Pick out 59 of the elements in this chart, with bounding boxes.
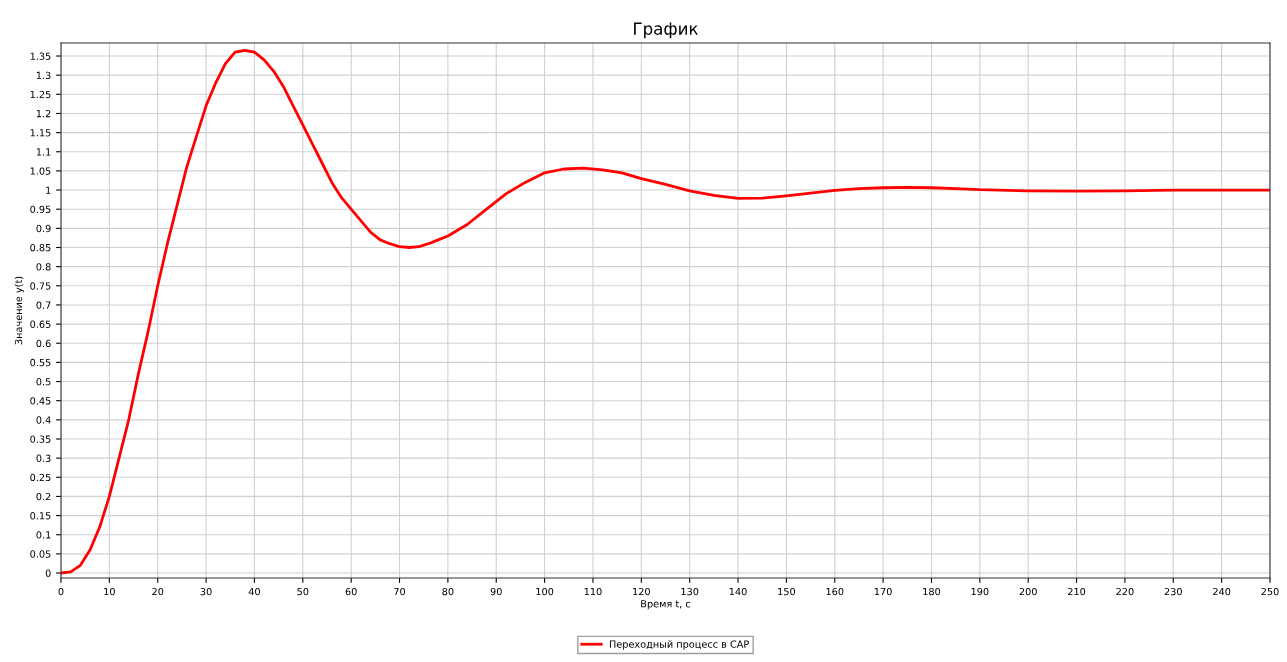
y-tick-label: 0.15 (30, 512, 51, 520)
y-tick-label: 1.25 (30, 90, 51, 99)
x-tick-label: 190 (971, 587, 989, 596)
y-tick-label: 0.75 (30, 282, 51, 290)
y-tick-label: 0.65 (30, 320, 51, 328)
y-tick-label: 1.2 (36, 109, 51, 118)
y-tick-label: 1.15 (30, 129, 51, 137)
y-tick-label: 0.95 (30, 205, 51, 214)
y-tick-label: 0.8 (36, 263, 51, 271)
y-tick-label: 0.4 (36, 416, 51, 424)
x-tick-label: 170 (874, 587, 892, 596)
x-tick-label: 160 (826, 587, 844, 596)
y-axis-title: Значение y(t) (14, 276, 25, 345)
y-tick-label: 0.25 (30, 473, 51, 482)
x-tick-label: 130 (681, 587, 699, 596)
x-tick-label: 10 (104, 587, 115, 596)
y-tick-label: 0.55 (30, 358, 51, 367)
y-tick-label: 0.85 (30, 243, 51, 252)
x-tick-label: 70 (394, 587, 406, 596)
x-tick-label: 80 (442, 587, 454, 596)
x-tick-label: 200 (1019, 587, 1037, 596)
chart-title: График (634, 22, 698, 39)
x-tick-label: 210 (1067, 587, 1086, 596)
legend-label: Переходный процесс в САР (609, 640, 749, 650)
x-tick-label: 90 (490, 587, 502, 596)
x-tick-label: 110 (584, 587, 602, 596)
y-tick-label: 0.05 (30, 550, 51, 558)
y-tick-label: 0.1 (36, 531, 51, 539)
y-tick-label: 0.9 (36, 224, 51, 233)
x-tick-label: 50 (297, 587, 309, 596)
y-tick-label: 0.7 (36, 301, 51, 309)
x-tick-label: 140 (729, 587, 747, 596)
x-tick-label: 0 (58, 587, 64, 596)
y-tick-label: 0.6 (36, 339, 51, 348)
x-tick-label: 60 (345, 587, 357, 596)
y-tick-label: 0.3 (36, 454, 51, 462)
x-tick-label: 40 (248, 587, 260, 596)
y-tick-label: 1 (46, 186, 51, 194)
y-tick-label: 1.35 (30, 52, 51, 60)
x-tick-label: 220 (1116, 587, 1134, 596)
y-tick-label: 1.05 (30, 167, 51, 175)
y-tick-label: 0.35 (30, 435, 51, 443)
y-tick-label: 1.3 (36, 71, 51, 79)
y-tick-label: 0 (45, 569, 51, 577)
line-series (61, 48, 1270, 575)
x-tick-label: 150 (778, 587, 796, 596)
y-tick-label: 1.1 (36, 148, 51, 156)
x-tick-label: 100 (536, 587, 554, 596)
x-tick-label: 250 (1261, 587, 1279, 596)
y-tick-label: 0.2 (36, 492, 51, 501)
x-tick-label: 230 (1164, 587, 1182, 596)
y-tick-label: 0.45 (30, 397, 51, 405)
x-tick-label: 240 (1213, 587, 1231, 596)
y-tick-label: 0.5 (36, 378, 51, 386)
x-tick-label: 180 (923, 587, 941, 596)
x-tick-label: 30 (200, 587, 212, 596)
x-tick-label: 120 (633, 587, 650, 596)
x-axis-title: Время t, с (641, 600, 691, 610)
x-tick-label: 20 (152, 587, 164, 596)
